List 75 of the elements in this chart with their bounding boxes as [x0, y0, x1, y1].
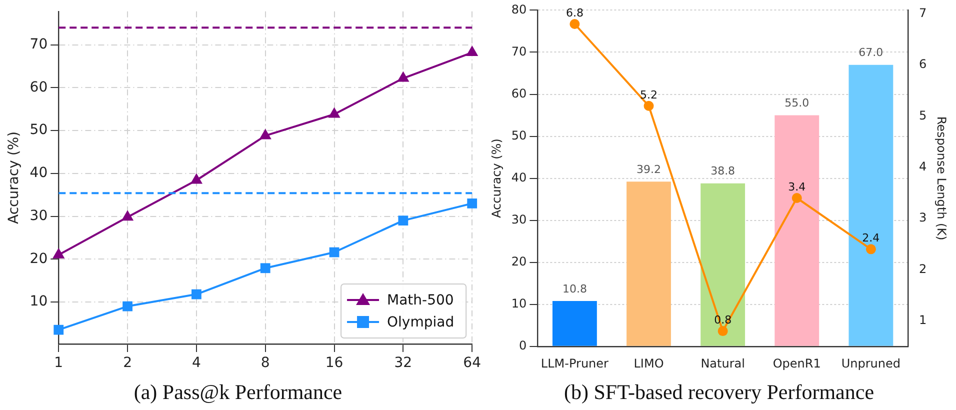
bar [552, 301, 597, 346]
data-label: 39.2 [636, 163, 662, 176]
y-axis-title: Accuracy (%) [489, 138, 504, 218]
x-tick-label: 16 [325, 355, 344, 372]
y-tick-label: 30 [511, 212, 527, 226]
legend-label: Math-500 [387, 292, 454, 309]
x-tick-label: Unpruned [841, 356, 901, 371]
bar [774, 115, 820, 346]
point [467, 198, 478, 208]
x-tick-label: OpenR1 [772, 356, 821, 371]
x-tick-label: 4 [192, 355, 201, 372]
y2-axis-title: Response Length (K) [934, 116, 949, 240]
point [329, 247, 340, 258]
bar [848, 64, 894, 346]
text: (a) Pass@k Performance [134, 380, 342, 404]
y-tick-label: 20 [511, 254, 527, 268]
data-label: 10.8 [562, 282, 587, 296]
bar [700, 183, 746, 346]
point [398, 216, 408, 226]
point [190, 173, 203, 184]
legend-label: Olympiad [387, 314, 454, 331]
data-label: 2.4 [862, 232, 880, 245]
point [328, 107, 340, 118]
x-tick-label: LLM-Pruner [540, 356, 609, 371]
point [52, 248, 65, 258]
y-tick-label: 50 [30, 122, 48, 138]
bar [626, 182, 671, 346]
point [122, 301, 132, 312]
y-axis-title: Accuracy (%) [6, 131, 22, 224]
y-tick-label: 40 [511, 170, 527, 184]
point [866, 244, 876, 254]
y-tick-label: 40 [30, 165, 48, 182]
y2-tick-label: 6 [918, 57, 927, 72]
y-tick-label: 60 [511, 86, 527, 100]
data-label: 6.8 [566, 6, 584, 20]
point [397, 71, 410, 82]
y-tick-label: 60 [30, 79, 48, 96]
y-tick-label: 30 [30, 208, 48, 224]
point [466, 46, 478, 56]
data-label: 38.8 [710, 164, 736, 178]
point [718, 326, 728, 336]
x-tick-label: 8 [260, 355, 270, 372]
data-label: 55.0 [784, 96, 810, 110]
y2-tick-label: 1 [918, 312, 927, 327]
x-tick-label: 1 [54, 355, 64, 372]
data-label: 67.0 [858, 46, 884, 60]
x-tick-label: LIMO [634, 356, 664, 371]
y-tick-label: 80 [511, 2, 527, 16]
point [191, 289, 202, 300]
y2-tick-label: 3 [918, 210, 927, 225]
y-tick-label: 20 [30, 250, 48, 267]
x-tick-label: Natural [700, 356, 745, 371]
text: (b) SFT-based recovery Performance [564, 380, 874, 404]
point [121, 210, 134, 221]
y-tick-label: 10 [511, 296, 527, 310]
point [792, 193, 802, 203]
x-tick-label: 64 [463, 355, 482, 372]
y-tick-label: 50 [511, 128, 527, 142]
y-tick-label: 70 [30, 36, 48, 52]
data-label: 3.4 [788, 180, 806, 194]
y2-tick-label: 2 [918, 262, 927, 276]
x-tick-label: 32 [394, 355, 412, 372]
y2-tick-label: 7 [918, 6, 927, 20]
data-label: 5.2 [640, 88, 658, 102]
point [570, 19, 580, 30]
y2-tick-label: 5 [918, 108, 927, 122]
point [260, 263, 270, 274]
x-tick-label: 2 [123, 355, 132, 372]
y-tick-label: 10 [30, 294, 48, 310]
point [259, 128, 272, 140]
point [644, 100, 654, 111]
y-tick-label: 0 [519, 338, 527, 353]
y2-tick-label: 4 [918, 159, 927, 174]
y-tick-label: 70 [511, 44, 527, 58]
point [54, 324, 64, 335]
